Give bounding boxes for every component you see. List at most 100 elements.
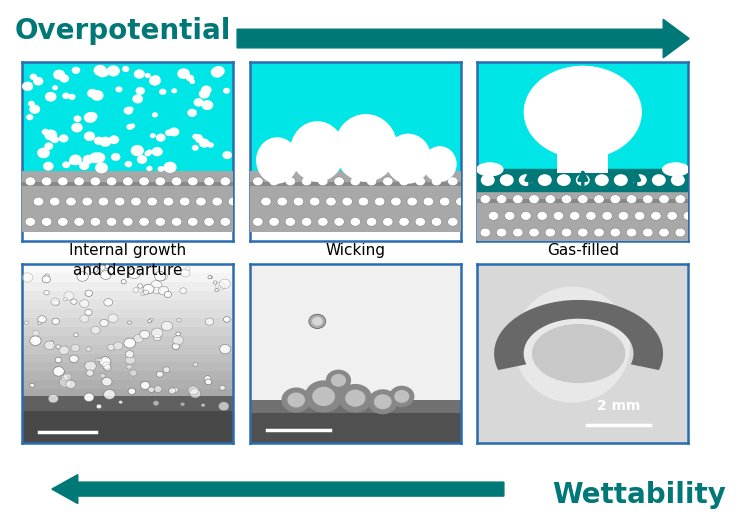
- Circle shape: [147, 197, 157, 206]
- Bar: [22, 425, 233, 434]
- Circle shape: [180, 402, 185, 406]
- Bar: [22, 171, 233, 232]
- Circle shape: [202, 100, 213, 110]
- Circle shape: [519, 174, 533, 186]
- Circle shape: [310, 197, 320, 206]
- Circle shape: [30, 74, 37, 80]
- Circle shape: [209, 276, 213, 279]
- Circle shape: [219, 279, 230, 289]
- Circle shape: [153, 401, 159, 406]
- Circle shape: [415, 177, 425, 185]
- Circle shape: [496, 195, 507, 204]
- Ellipse shape: [290, 121, 345, 182]
- Circle shape: [165, 292, 171, 297]
- Circle shape: [652, 174, 666, 186]
- Circle shape: [45, 92, 56, 102]
- Circle shape: [610, 228, 620, 237]
- Circle shape: [42, 276, 50, 283]
- Circle shape: [59, 134, 68, 142]
- Ellipse shape: [256, 137, 299, 184]
- Circle shape: [213, 66, 225, 76]
- Circle shape: [30, 336, 41, 346]
- Circle shape: [99, 137, 111, 147]
- Circle shape: [309, 314, 326, 328]
- Bar: [22, 398, 233, 407]
- Circle shape: [199, 138, 210, 148]
- Circle shape: [122, 66, 130, 72]
- Circle shape: [109, 135, 119, 144]
- Circle shape: [366, 177, 376, 185]
- Circle shape: [345, 390, 365, 407]
- Circle shape: [595, 174, 609, 186]
- Bar: [22, 282, 233, 291]
- Circle shape: [282, 387, 311, 412]
- Circle shape: [127, 107, 133, 111]
- Circle shape: [602, 211, 612, 220]
- Text: 2 mm: 2 mm: [597, 398, 640, 412]
- Bar: [22, 318, 233, 327]
- Circle shape: [116, 87, 122, 92]
- Circle shape: [431, 177, 442, 185]
- Circle shape: [159, 273, 167, 280]
- Bar: [22, 404, 233, 443]
- Circle shape: [215, 289, 219, 292]
- Circle shape: [305, 380, 342, 412]
- Circle shape: [68, 94, 76, 100]
- Circle shape: [137, 155, 147, 164]
- Circle shape: [220, 218, 230, 226]
- Circle shape: [155, 271, 166, 281]
- Ellipse shape: [524, 66, 642, 159]
- Circle shape: [107, 177, 117, 185]
- Circle shape: [136, 87, 145, 95]
- Circle shape: [107, 65, 120, 77]
- Circle shape: [626, 228, 637, 237]
- Circle shape: [128, 388, 136, 394]
- Circle shape: [171, 88, 177, 93]
- Circle shape: [318, 177, 328, 185]
- Bar: [22, 326, 233, 336]
- Circle shape: [80, 315, 89, 323]
- Circle shape: [326, 197, 336, 206]
- Circle shape: [228, 197, 239, 206]
- Circle shape: [66, 380, 76, 388]
- Circle shape: [102, 71, 108, 77]
- Circle shape: [55, 357, 62, 363]
- Circle shape: [562, 228, 572, 237]
- Circle shape: [180, 288, 187, 294]
- Circle shape: [102, 378, 112, 386]
- Circle shape: [192, 145, 199, 151]
- Bar: [22, 264, 233, 273]
- Circle shape: [366, 218, 376, 226]
- Circle shape: [125, 351, 134, 358]
- Circle shape: [152, 147, 163, 156]
- Circle shape: [134, 69, 145, 79]
- Circle shape: [179, 197, 190, 206]
- Circle shape: [59, 346, 69, 354]
- Ellipse shape: [514, 286, 631, 402]
- Circle shape: [187, 109, 197, 117]
- Bar: [22, 62, 233, 173]
- Circle shape: [204, 218, 214, 226]
- Circle shape: [127, 321, 131, 324]
- Circle shape: [277, 197, 288, 206]
- Circle shape: [577, 195, 588, 204]
- Circle shape: [312, 317, 322, 326]
- Circle shape: [163, 162, 176, 173]
- Ellipse shape: [532, 324, 625, 383]
- Circle shape: [339, 384, 372, 412]
- Circle shape: [84, 132, 95, 141]
- Circle shape: [52, 85, 58, 90]
- Circle shape: [223, 88, 230, 94]
- Circle shape: [119, 400, 123, 404]
- Circle shape: [41, 177, 52, 185]
- Circle shape: [513, 228, 523, 237]
- Polygon shape: [494, 300, 663, 370]
- Circle shape: [439, 197, 450, 206]
- Circle shape: [150, 319, 153, 321]
- Bar: [477, 169, 688, 191]
- Circle shape: [171, 218, 182, 226]
- Circle shape: [90, 177, 101, 185]
- Circle shape: [481, 174, 495, 186]
- Circle shape: [488, 211, 499, 220]
- Circle shape: [193, 98, 204, 107]
